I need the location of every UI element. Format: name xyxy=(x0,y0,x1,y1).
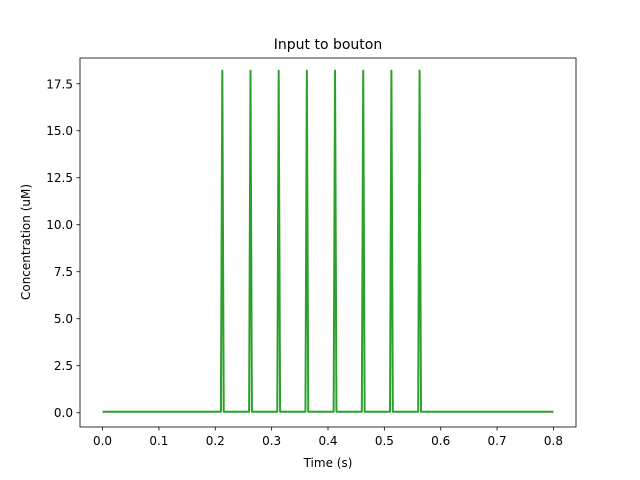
x-tick-label: 0.2 xyxy=(206,434,225,448)
chart-title: Input to bouton xyxy=(274,37,382,53)
series-line-input xyxy=(102,69,554,413)
x-tick-label: 0.0 xyxy=(93,434,112,448)
y-axis-label: Concentration (uM) xyxy=(19,184,33,300)
plot-area xyxy=(79,57,577,428)
x-tick-label: 0.1 xyxy=(149,434,168,448)
x-axis-label: Time (s) xyxy=(303,456,353,470)
y-tick-label: 17.5 xyxy=(46,77,73,91)
x-tick-label: 0.4 xyxy=(318,434,337,448)
x-axis: 0.0 0.1 0.2 0.3 0.4 0.5 0.6 0.7 0.8 xyxy=(93,427,563,448)
y-tick-label: 2.5 xyxy=(54,359,73,373)
x-tick-label: 0.8 xyxy=(544,434,563,448)
y-tick-label: 0.0 xyxy=(54,406,73,420)
y-tick-label: 10.0 xyxy=(46,218,73,232)
x-tick-label: 0.6 xyxy=(431,434,450,448)
y-tick-label: 15.0 xyxy=(46,124,73,138)
y-tick-label: 5.0 xyxy=(54,312,73,326)
y-tick-label: 12.5 xyxy=(46,171,73,185)
x-tick-label: 0.3 xyxy=(262,434,281,448)
y-axis: 0.0 2.5 5.0 7.5 10.0 12.5 15.0 17.5 xyxy=(46,77,80,420)
x-tick-label: 0.5 xyxy=(375,434,394,448)
axes-frame xyxy=(79,57,577,428)
series-layer xyxy=(102,69,554,413)
y-tick-label: 7.5 xyxy=(54,265,73,279)
x-tick-label: 0.7 xyxy=(488,434,507,448)
